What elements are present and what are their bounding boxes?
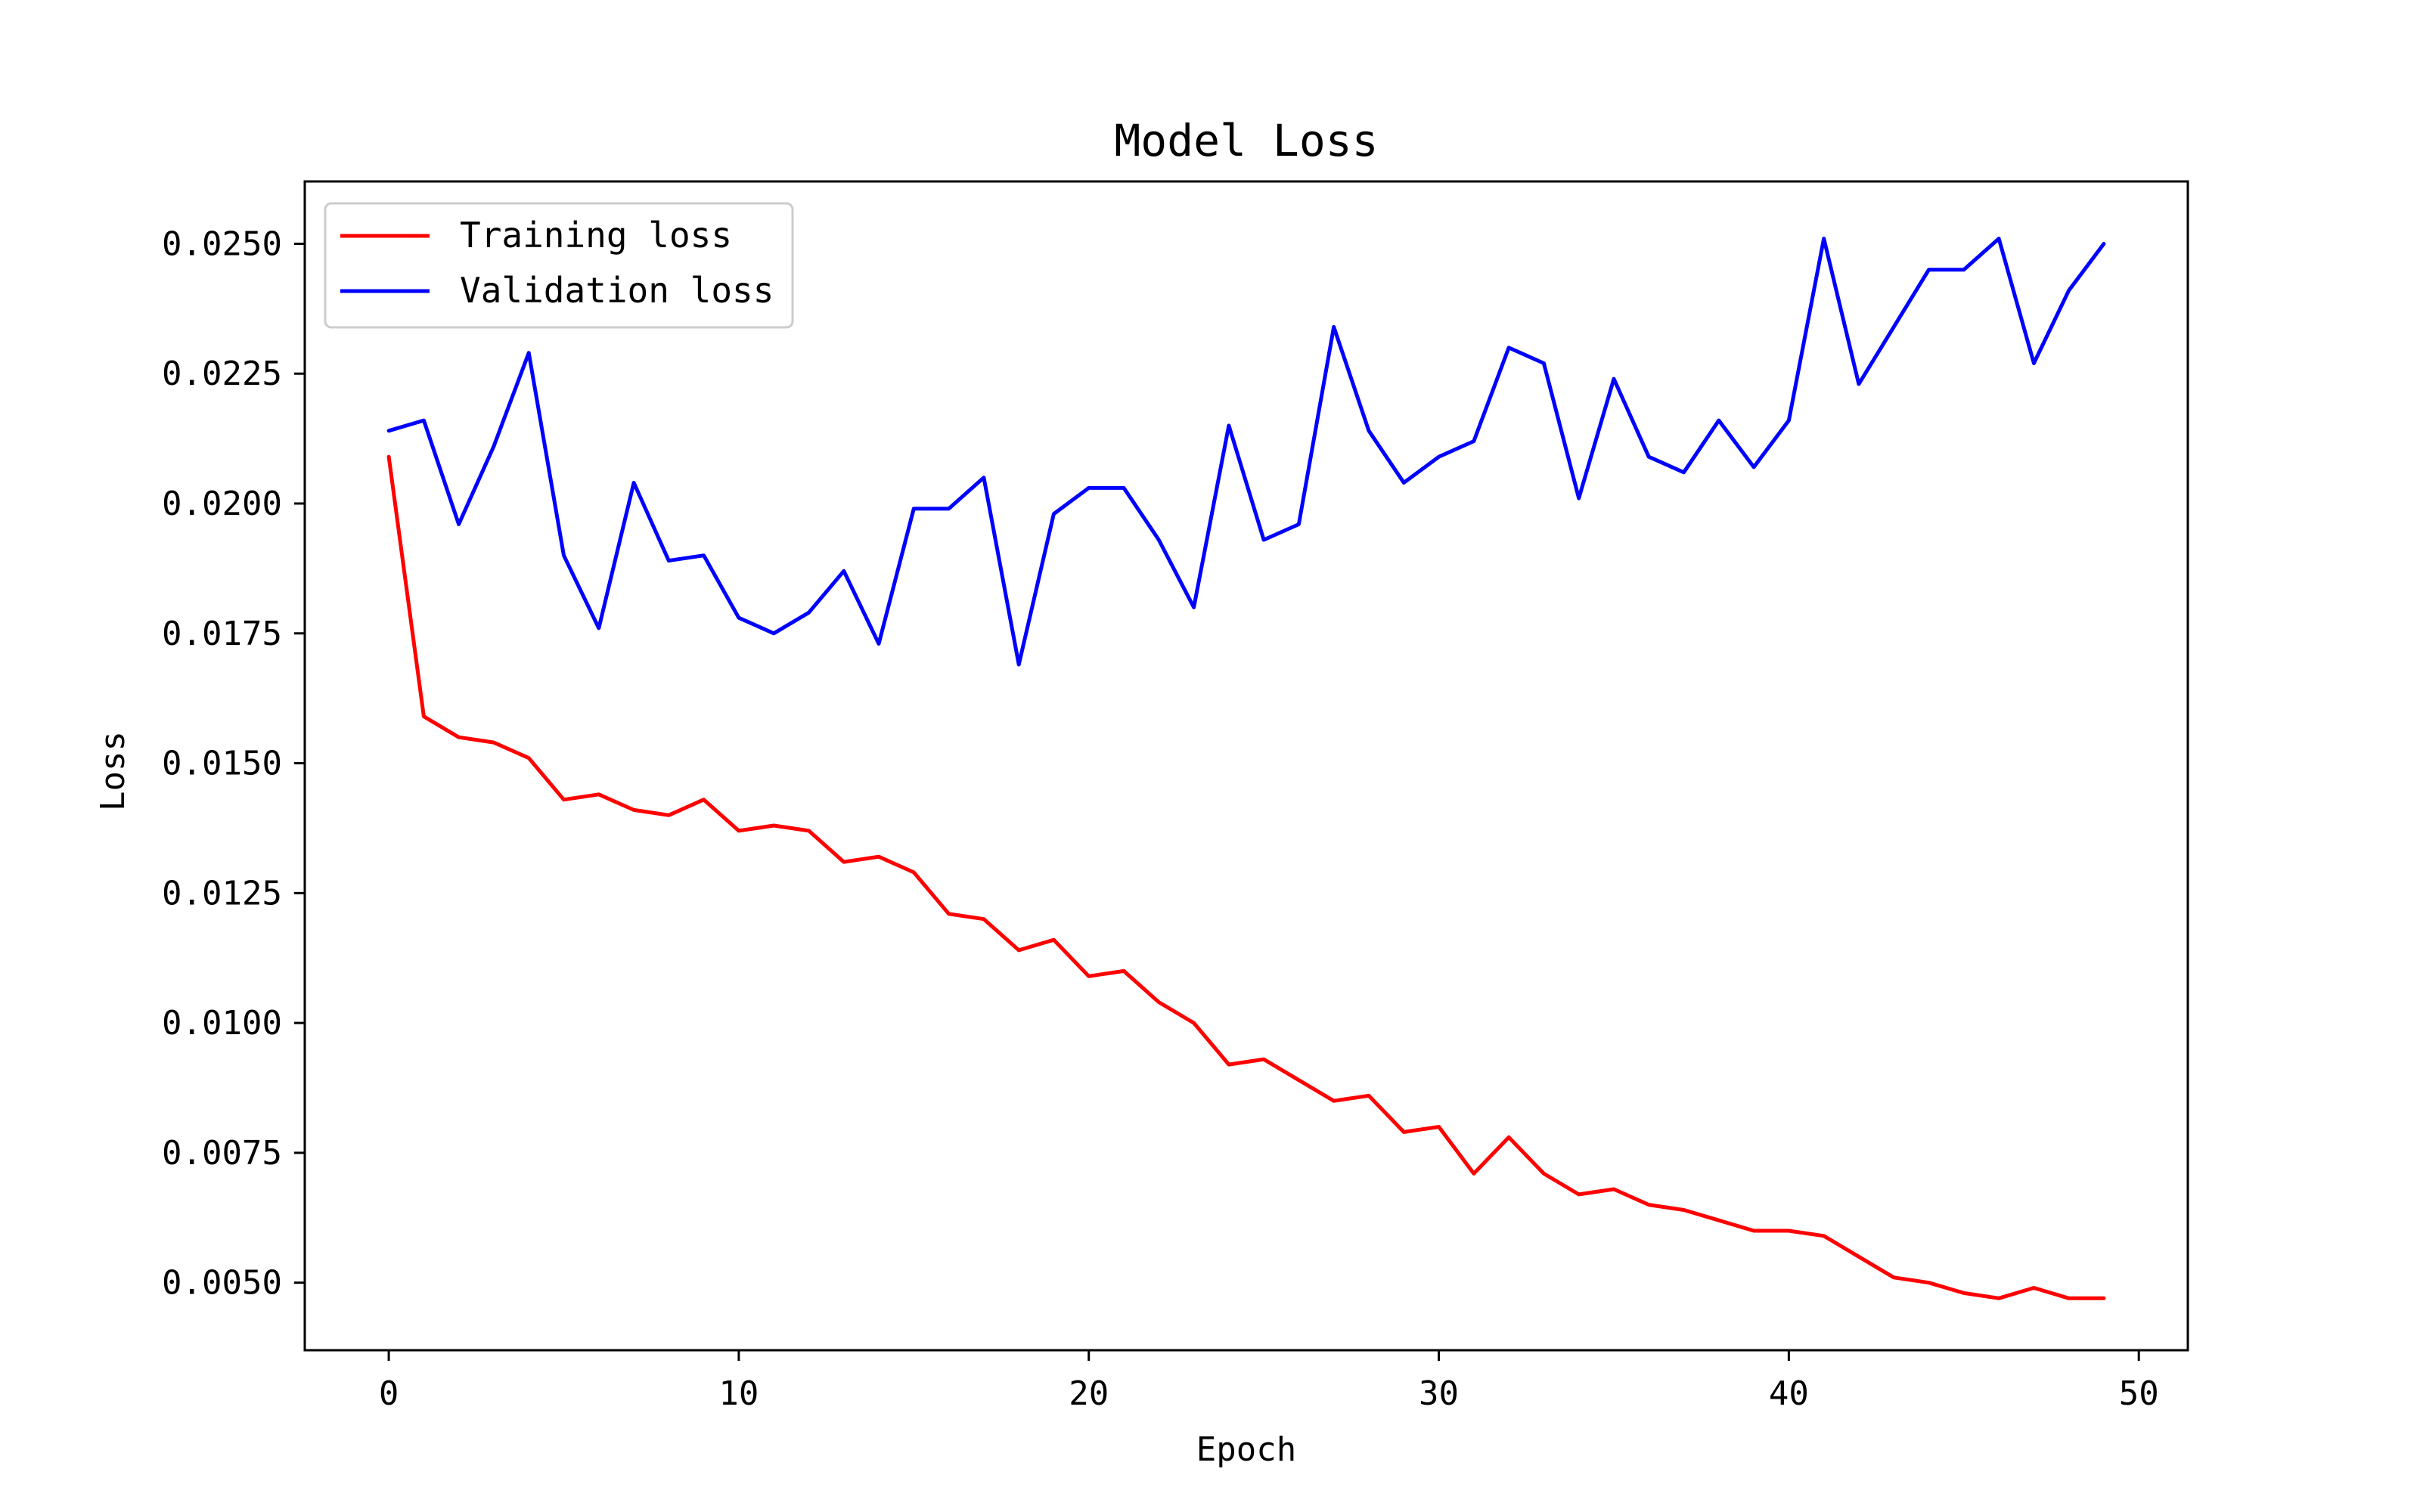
x-axis-label: Epoch <box>1196 1430 1296 1469</box>
legend: Training loss Validation loss <box>324 202 794 329</box>
training-loss-line <box>386 454 2106 1300</box>
y-tick-label: 0.0225 <box>162 355 282 393</box>
y-tick-label: 0.0175 <box>162 615 282 653</box>
y-tick-label: 0.0150 <box>162 745 282 783</box>
y-tick-label: 0.0250 <box>162 225 282 263</box>
legend-label-validation: Validation loss <box>460 270 774 311</box>
series-layer <box>386 237 2106 1300</box>
legend-box <box>324 202 794 329</box>
x-tick-label: 30 <box>1419 1374 1459 1413</box>
validation-loss-line <box>386 237 2106 667</box>
x-tick-label: 40 <box>1769 1374 1809 1413</box>
y-tick-label: 0.0050 <box>162 1264 282 1303</box>
x-tick-label: 0 <box>379 1374 399 1413</box>
y-tick-label: 0.0200 <box>162 485 282 523</box>
legend-label-training: Training loss <box>460 215 732 256</box>
y-tick-label: 0.0125 <box>162 874 282 912</box>
y-axis-label: Loss <box>94 731 132 811</box>
x-tick-label: 10 <box>718 1374 759 1413</box>
x-tick-label: 20 <box>1069 1374 1109 1413</box>
y-tick-label: 0.0100 <box>162 1004 282 1043</box>
chart-title: Model Loss <box>1114 115 1378 166</box>
x-tick-label: 50 <box>2119 1374 2159 1413</box>
ticks-layer: 0 10 20 30 40 50 0.0050 0.0075 0.0100 0.0125 0.015… <box>162 225 2159 1413</box>
plot-frame <box>303 180 2189 1352</box>
y-tick-label: 0.0075 <box>162 1134 282 1173</box>
